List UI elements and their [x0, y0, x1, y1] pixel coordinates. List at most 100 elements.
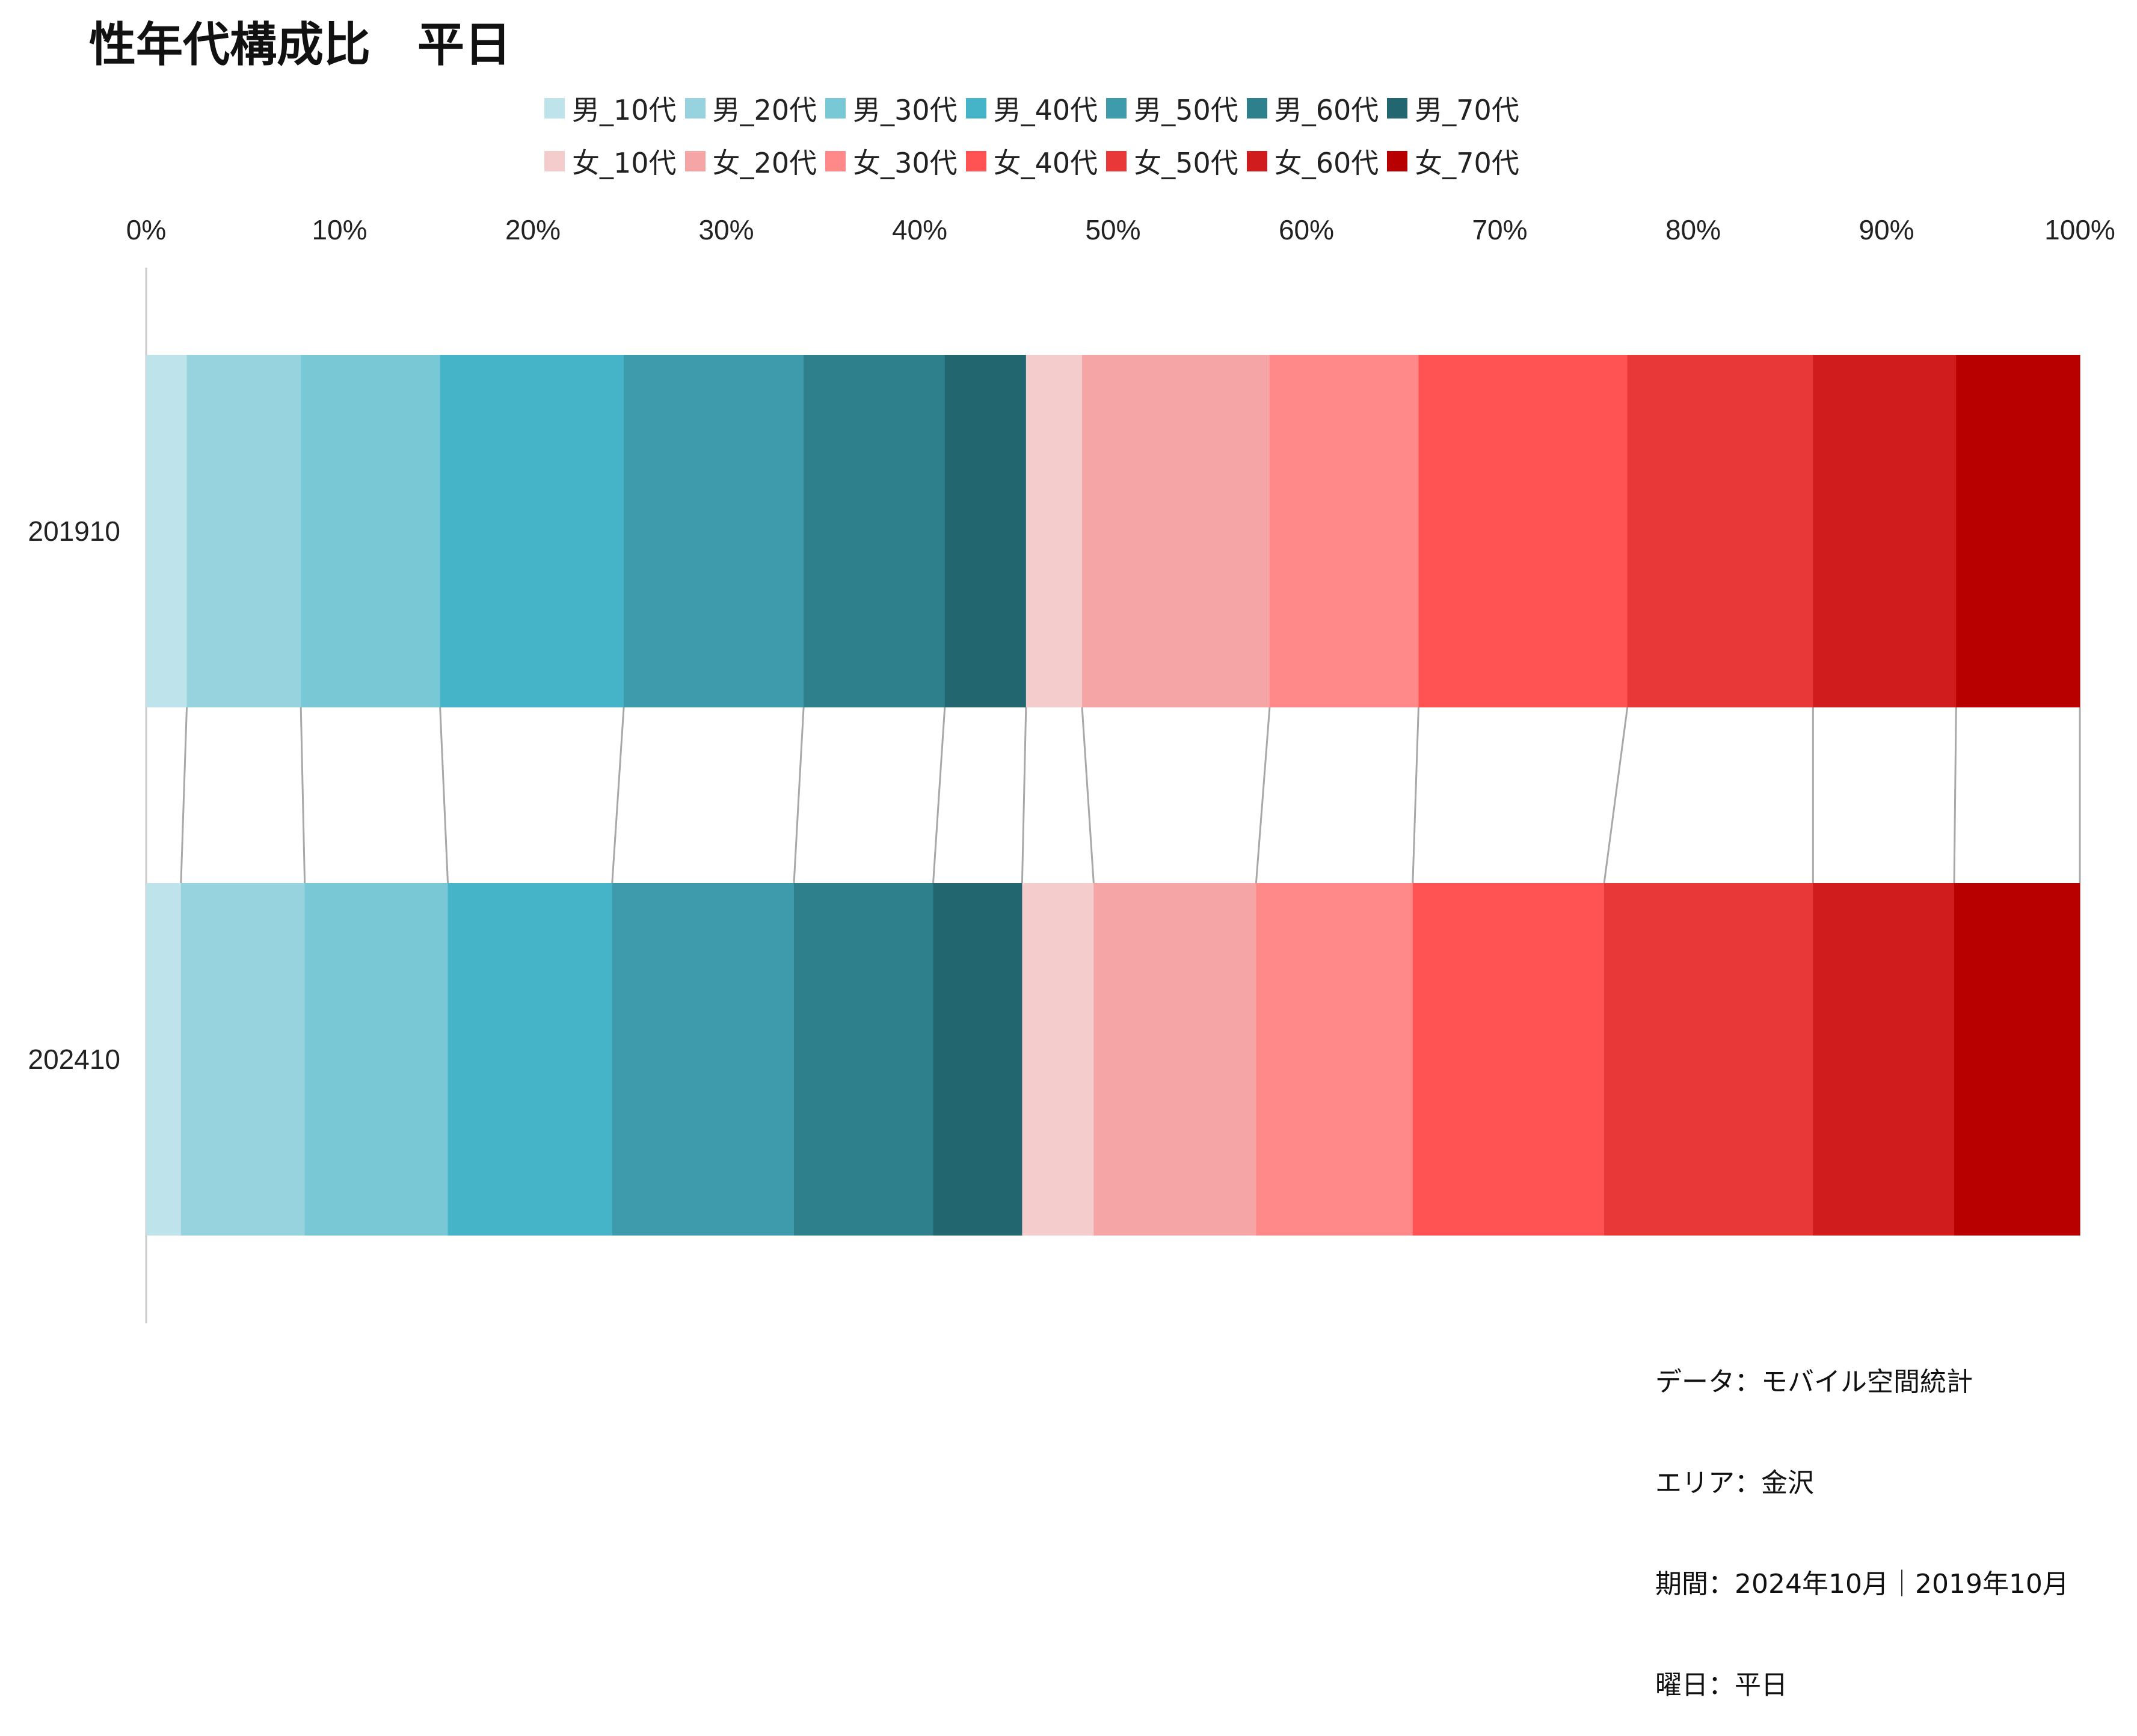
- legend-item: 男_50代: [1106, 89, 1238, 128]
- x-tick-label: 70%: [1472, 214, 1527, 245]
- info-weekday: 曜日：平日: [1655, 1670, 1788, 1701]
- bar-segment: [304, 883, 449, 1236]
- legend-row-male: 男_10代 男_20代 男_30代 男_40代 男_50代 男_60代 男_70代: [544, 89, 1528, 128]
- x-tick-label: 20%: [505, 214, 561, 245]
- bar-segment: [1604, 883, 1813, 1236]
- legend-item: 女_70代: [1387, 142, 1519, 180]
- connector-line: [180, 707, 188, 884]
- bar-segment: [933, 883, 1022, 1236]
- info-period: 期間：2024年10月｜2019年10月: [1655, 1569, 2069, 1599]
- bar-segment: [624, 355, 804, 707]
- x-tick-label: 100%: [2044, 214, 2115, 245]
- legend-row-female: 女_10代 女_20代 女_30代 女_40代 女_50代 女_60代 女_70代: [544, 142, 1528, 180]
- legend-swatch: [1246, 98, 1267, 119]
- legend-label: 女_40代: [993, 147, 1098, 179]
- bar-segment: [1269, 355, 1419, 707]
- legend-item: 女_10代: [544, 142, 677, 180]
- bar-segment: [301, 355, 441, 707]
- bar-segment: [1627, 355, 1813, 707]
- y-tick-label: 202410: [28, 1044, 121, 1075]
- legend-item: 女_50代: [1106, 142, 1238, 180]
- connector-line: [611, 707, 625, 884]
- bar-segment: [1813, 355, 1957, 707]
- bar-segment: [1082, 355, 1270, 707]
- connector-line: [1021, 707, 1027, 884]
- x-tick-label: 50%: [1085, 214, 1140, 245]
- legend-swatch: [1106, 151, 1127, 171]
- legend-swatch: [965, 151, 986, 171]
- connector-line: [439, 707, 449, 884]
- connector-line: [1603, 707, 1629, 884]
- connector-line: [300, 707, 306, 884]
- connector-line: [932, 707, 946, 884]
- legend-swatch: [825, 151, 846, 171]
- connector-line: [1412, 707, 1419, 884]
- legend-label: 男_10代: [572, 94, 677, 126]
- bar-segment: [944, 355, 1027, 707]
- stacked-bar-chart: 0% 10% 20% 30% 40% 50% 60% 70% 80% 90% 100% 201910 2…: [28, 214, 2115, 1323]
- legend-item: 女_40代: [965, 142, 1098, 180]
- source-info: データ：モバイル空間統計 エリア：金沢 期間：2024年10月｜2019年10月…: [1655, 1298, 2069, 1736]
- info-area: エリア：金沢: [1655, 1468, 1814, 1498]
- legend-label: 男_40代: [993, 94, 1098, 126]
- legend: 男_10代 男_20代 男_30代 男_40代 男_50代 男_60代 男_70代 女_10…: [0, 0, 2137, 199]
- connector-line: [793, 707, 805, 884]
- bar-segment: [1956, 355, 2080, 707]
- bar-segment: [612, 883, 795, 1236]
- legend-label: 女_10代: [572, 147, 677, 179]
- legend-swatch: [1106, 98, 1127, 119]
- bar-segment: [440, 355, 624, 707]
- bar-segment: [1954, 883, 2080, 1236]
- legend-swatch: [1246, 151, 1267, 171]
- bar-segment: [1412, 883, 1605, 1236]
- legend-label: 女_60代: [1274, 147, 1379, 179]
- legend-swatch: [684, 151, 706, 171]
- legend-label: 男_20代: [712, 94, 817, 126]
- legend-item: 男_30代: [825, 89, 958, 128]
- bar-segment: [447, 883, 613, 1236]
- legend-label: 女_30代: [853, 147, 958, 179]
- legend-label: 男_70代: [1415, 94, 1519, 126]
- legend-label: 男_50代: [1134, 94, 1238, 126]
- bar-segment: [804, 355, 946, 707]
- legend-swatch: [825, 98, 846, 119]
- info-data-source: データ：モバイル空間統計: [1655, 1367, 1973, 1397]
- legend-swatch: [684, 98, 706, 119]
- y-tick-label: 201910: [28, 516, 121, 547]
- bar-segment: [1022, 883, 1094, 1236]
- legend-item: 男_10代: [544, 89, 677, 128]
- legend-label: 男_60代: [1274, 94, 1379, 126]
- legend-item: 女_20代: [684, 142, 817, 180]
- bar-segment: [186, 355, 301, 707]
- connector-line: [1081, 707, 1095, 884]
- bar-segment: [146, 883, 182, 1236]
- legend-label: 女_50代: [1134, 147, 1238, 179]
- legend-swatch: [544, 98, 565, 119]
- connector-line: [1953, 707, 1957, 884]
- bar-segment: [794, 883, 934, 1236]
- legend-swatch: [1387, 98, 1408, 119]
- legend-item: 男_60代: [1246, 89, 1379, 128]
- legend-swatch: [544, 151, 565, 171]
- connector-line: [1255, 707, 1271, 884]
- bar-segment: [180, 883, 306, 1236]
- bar-segment: [1025, 355, 1083, 707]
- legend-item: 女_30代: [825, 142, 958, 180]
- bar-segment: [1093, 883, 1257, 1236]
- legend-item: 男_20代: [684, 89, 817, 128]
- legend-item: 男_70代: [1387, 89, 1519, 128]
- legend-label: 女_20代: [712, 147, 817, 179]
- x-tick-label: 10%: [312, 214, 367, 245]
- x-tick-label: 90%: [1859, 214, 1914, 245]
- bar-segment: [1256, 883, 1413, 1236]
- bar-segment: [1813, 883, 1955, 1236]
- legend-swatch: [1387, 151, 1408, 171]
- x-tick-label: 40%: [892, 214, 947, 245]
- legend-swatch: [965, 98, 986, 119]
- legend-item: 女_60代: [1246, 142, 1379, 180]
- legend-item: 男_40代: [965, 89, 1098, 128]
- x-tick-label: 80%: [1665, 214, 1721, 245]
- x-tick-label: 0%: [126, 214, 166, 245]
- legend-label: 男_30代: [853, 94, 958, 126]
- x-tick-label: 30%: [698, 214, 754, 245]
